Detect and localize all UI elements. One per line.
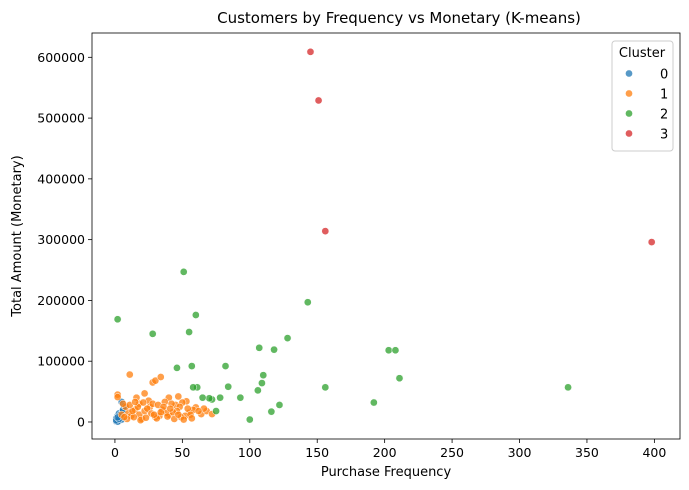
point-cluster-2 [148,330,157,338]
point-cluster-2 [267,407,276,416]
point-cluster-2 [236,393,245,402]
point-cluster-2 [191,311,200,319]
point-cluster-1 [140,389,149,398]
x-tick-label: 300 [508,445,532,460]
y-tick-label: 100000 [37,354,85,369]
point-cluster-2 [258,379,266,387]
x-axis-title: Purchase Frequency [321,465,452,480]
x-tick-label: 50 [174,445,190,460]
point-cluster-2 [275,401,284,409]
point-cluster-1 [194,407,203,415]
point-cluster-2 [370,398,378,407]
plot-frame [91,32,681,440]
point-cluster-3 [647,238,656,246]
point-cluster-2 [259,371,268,380]
point-cluster-2 [189,383,197,392]
legend-items: 0 1 2 3 [625,68,668,143]
point-cluster-2 [179,268,188,276]
point-cluster-3 [314,96,323,105]
y-tick-label: 300000 [37,232,85,247]
y-tick-label: 600000 [37,50,85,65]
point-cluster-1 [156,373,165,381]
x-tick-label: 250 [440,445,464,460]
point-cluster-2 [254,386,262,395]
x-tick-label: 200 [373,445,397,460]
legend-label-0: 0 [660,68,668,83]
y-tick-label: 0 [77,414,85,429]
point-cluster-2 [212,407,220,415]
y-tick-label: 200000 [37,293,85,308]
point-cluster-2 [221,362,230,370]
point-cluster-2 [391,346,400,355]
point-cluster-1 [163,412,172,421]
legend-marker-0 [625,69,633,78]
legend-box [611,40,674,152]
legend-title: Cluster [619,46,666,61]
y-tick-label: 500000 [37,111,85,126]
y-tick-label: 400000 [37,171,85,186]
point-cluster-2 [395,374,404,383]
point-cluster-1 [187,414,196,423]
point-cluster-2 [321,383,330,392]
point-cluster-2 [198,393,207,402]
point-cluster-2 [564,383,572,392]
point-cluster-2 [216,393,224,402]
x-tick-label: 350 [575,445,599,460]
point-cluster-1 [174,410,183,419]
point-cluster-1 [166,404,175,413]
point-cluster-1 [119,399,127,408]
x-axis: 0 50 100 150 200 250 300 350 400 [111,439,666,460]
point-cluster-1 [150,410,158,419]
legend-marker-1 [625,89,633,98]
y-axis-title: Total Amount (Monetary) [10,155,25,317]
point-cluster-1 [151,376,160,385]
point-cluster-1 [125,370,134,379]
point-cluster-1 [113,393,122,401]
point-cluster-2 [173,364,181,372]
legend-marker-2 [625,109,633,118]
x-tick-label: 0 [111,445,119,460]
point-cluster-2 [205,394,214,403]
point-cluster-2 [185,328,193,336]
point-cluster-2 [270,345,278,354]
legend-label-3: 3 [660,128,668,143]
point-cluster-1 [139,398,148,407]
point-cluster-2 [113,315,122,324]
point-cluster-1 [174,392,183,401]
legend: Cluster 0 1 2 3 [611,40,674,152]
point-cluster-1 [179,415,188,424]
x-tick-label: 100 [238,445,262,460]
point-cluster-1 [156,408,165,417]
point-cluster-3 [306,47,315,56]
legend-label-1: 1 [660,88,668,103]
y-axis: 0 100000 200000 300000 400000 500000 600000 [37,50,92,429]
x-tick-label: 150 [305,445,329,460]
points-layer [112,47,656,426]
legend-label-2: 2 [660,108,668,123]
chart-title: Customers by Frequency vs Monetary (K-me… [217,9,581,27]
legend-marker-3 [625,129,633,138]
point-cluster-1 [142,413,150,422]
point-cluster-1 [120,413,129,421]
point-cluster-2 [187,362,196,370]
point-cluster-1 [131,398,140,406]
point-cluster-2 [283,334,292,342]
point-cluster-2 [245,415,254,424]
point-cluster-3 [321,227,330,235]
point-cluster-2 [255,343,264,352]
x-tick-label: 400 [642,445,666,460]
point-cluster-2 [303,298,312,307]
point-cluster-2 [224,382,233,391]
point-cluster-2 [384,346,393,355]
